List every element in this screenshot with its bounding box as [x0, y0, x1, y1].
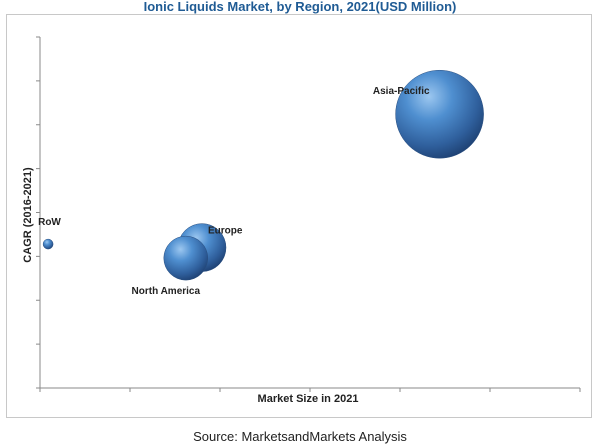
bubble-north-america — [163, 235, 209, 281]
x-axis-title: Market Size in 2021 — [258, 393, 359, 405]
y-axis-title: CAGR (2016-2021) — [22, 167, 34, 263]
bubble-label: Europe — [208, 226, 243, 237]
bubble-label: North America — [132, 286, 201, 297]
bubble-label: RoW — [38, 217, 61, 228]
source-note: Source: MarketsandMarkets Analysis — [193, 429, 407, 444]
chart-title: Ionic Liquids Market, by Region, 2021(US… — [143, 0, 457, 14]
chart-frame — [6, 14, 592, 418]
bubble-asia-pacific — [395, 69, 484, 159]
bubble-label: Asia-Pacific — [373, 86, 430, 97]
bubble-row — [42, 238, 54, 250]
